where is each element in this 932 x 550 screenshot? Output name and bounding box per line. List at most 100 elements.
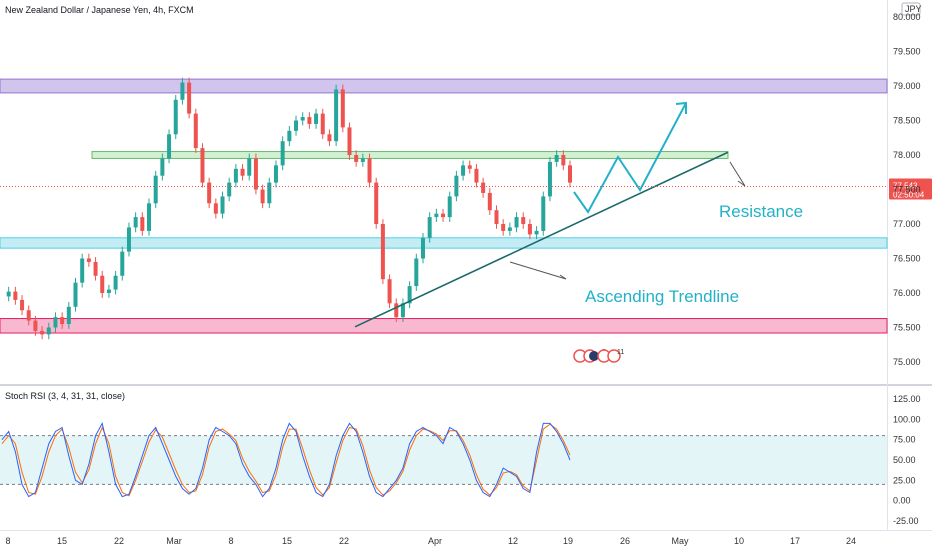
candle-body[interactable] [554,155,559,162]
candle-body[interactable] [227,182,232,197]
candle-body[interactable] [106,289,111,293]
flag-icon[interactable] [589,351,599,361]
candle-body[interactable] [120,251,125,276]
candle-body[interactable] [474,168,479,183]
candle-body[interactable] [26,310,31,321]
candle-body[interactable] [521,217,526,224]
candle-body[interactable] [187,82,192,114]
resistance-annotation[interactable]: Resistance [719,202,803,221]
candle-body[interactable] [153,175,158,204]
candle-body[interactable] [126,227,131,252]
price-axis[interactable]: 80.000 79.500 79.000 78.500 78.000 77.500 77.0… [893,12,921,367]
candle-body[interactable] [547,161,552,197]
candle-body[interactable] [380,224,385,280]
candle-body[interactable] [541,196,546,231]
candle-body[interactable] [294,120,299,131]
candle-body[interactable] [501,224,506,231]
candle-body[interactable] [193,113,198,149]
candle-body[interactable] [407,286,412,304]
candle-body[interactable] [267,182,272,204]
candle-body[interactable] [160,158,165,176]
candle-body[interactable] [494,210,499,224]
candle-body[interactable] [360,158,365,162]
candle-body[interactable] [534,230,539,235]
candle-body[interactable] [33,320,38,331]
candle-body[interactable] [20,299,25,311]
candle-body[interactable] [354,155,359,162]
candle-body[interactable] [447,196,452,218]
purple-zone[interactable] [0,78,888,94]
grey-arrow-resistance[interactable] [729,161,746,187]
candle-body[interactable] [80,258,85,283]
candle-body[interactable] [320,113,325,135]
candle-body[interactable] [93,261,98,276]
candle-body[interactable] [481,182,486,193]
candle-body[interactable] [487,192,492,211]
event-icon[interactable] [607,349,621,363]
trendline-annotation[interactable]: Ascending Trendline [585,287,739,306]
candle-body[interactable] [427,217,432,238]
candle-body[interactable] [213,203,218,214]
candle-body[interactable] [514,217,519,228]
candle-body[interactable] [73,282,78,307]
candle-body[interactable] [253,158,258,190]
candle-body[interactable] [147,203,152,231]
currency-badge[interactable] [901,2,921,16]
candle-body[interactable] [53,317,58,328]
candle-body[interactable] [46,327,51,335]
candle-body[interactable] [387,279,392,304]
candle-body[interactable] [561,155,566,166]
candle-body[interactable] [307,117,312,124]
cyan-zone[interactable] [0,237,888,249]
candle-body[interactable] [394,303,399,318]
candle-body[interactable] [6,291,11,297]
candle-body[interactable] [13,291,18,300]
candle-body[interactable] [527,224,532,235]
candle-body[interactable] [420,237,425,259]
candle-body[interactable] [374,182,379,224]
candle-body[interactable] [200,148,205,183]
candle-body[interactable] [180,82,185,100]
candle-body[interactable] [247,158,252,176]
projection-path[interactable] [573,102,687,214]
candle-body[interactable] [240,168,245,176]
candle-body[interactable] [434,213,439,218]
stoch-rsi-d-line[interactable] [1,423,571,497]
candle-body[interactable] [100,275,105,293]
candle-body[interactable] [207,182,212,204]
candle-body[interactable] [60,317,65,325]
candle-body[interactable] [273,165,278,183]
candle-body[interactable] [367,158,372,183]
candle-body[interactable] [287,130,292,142]
candle-body[interactable] [347,127,352,155]
stoch-rsi-k-line[interactable] [1,422,571,498]
candle-body[interactable] [400,303,405,318]
indicator-axis[interactable]: 125.00 100.00 75.00 50.00 25.00 0.00 -25.00 [893,394,921,526]
time-axis[interactable]: 8 15 22 Mar 8 15 22 Apr 12 19 26 May 10 17 24 [5,536,856,546]
candle-body[interactable] [300,117,305,121]
candle-body[interactable] [233,168,238,183]
candle-body[interactable] [140,217,145,231]
candle-body[interactable] [314,113,319,124]
candle-body[interactable] [260,189,265,204]
candle-body[interactable] [507,227,512,231]
candle-body[interactable] [86,258,91,262]
candle-body[interactable] [280,141,285,166]
candle-body[interactable] [113,275,118,290]
green-zone[interactable] [91,151,729,159]
candle-body[interactable] [414,258,419,287]
candle-body[interactable] [441,213,446,218]
events-row[interactable]: 3 11 [573,349,624,363]
candle-body[interactable] [467,165,472,169]
grey-arrow-trendline[interactable] [509,261,567,280]
candle-body[interactable] [220,196,225,214]
candle-body[interactable] [461,165,466,176]
candle-body[interactable] [40,330,45,335]
candle-body[interactable] [133,217,138,228]
candle-body[interactable] [66,306,71,325]
candle-body[interactable] [327,134,332,142]
pink-zone[interactable] [0,318,888,334]
candle-body[interactable] [173,99,178,135]
